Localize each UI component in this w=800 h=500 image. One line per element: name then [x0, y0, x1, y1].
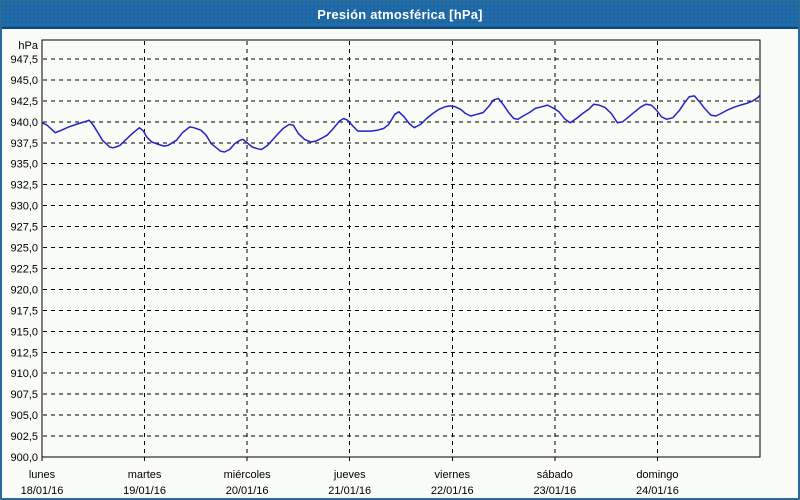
y-tick-label: 942,5 — [10, 96, 38, 108]
y-axis-unit-label: hPa — [18, 40, 38, 52]
y-tick-label: 917,5 — [10, 305, 38, 317]
y-tick-label: 920,0 — [10, 284, 38, 296]
x-axis-date-label: 19/01/16 — [123, 485, 166, 497]
y-tick-label: 902,5 — [10, 431, 38, 443]
x-axis-day-label: jueves — [333, 469, 366, 481]
x-axis-day-label: domingo — [636, 469, 678, 481]
y-tick-label: 915,0 — [10, 326, 38, 338]
y-tick-label: 930,0 — [10, 201, 38, 213]
plot-border — [41, 39, 761, 458]
x-axis-day-label: martes — [128, 469, 162, 481]
x-axis-date-label: 18/01/16 — [21, 485, 64, 497]
y-tick-label: 905,0 — [10, 410, 38, 422]
x-axis-date-label: 23/01/16 — [533, 485, 576, 497]
y-tick-label: 932,5 — [10, 180, 38, 192]
pressure-line — [41, 94, 761, 153]
y-tick-label: 927,5 — [10, 222, 38, 234]
y-tick-label: 907,5 — [10, 389, 38, 401]
pressure-chart-canvas: 947,5 945,0 942,5 940,0 937,5 935,0 932,5 930,0… — [10, 39, 761, 497]
y-tick-label: 922,5 — [10, 263, 38, 275]
x-axis-day-label: miércoles — [224, 469, 272, 481]
y-tick-label: 925,0 — [10, 243, 38, 255]
y-tick-label: 940,0 — [10, 117, 38, 129]
y-tick-label: 912,5 — [10, 347, 38, 359]
y-tick-label: 945,0 — [10, 75, 38, 87]
y-tick-label: 935,0 — [10, 159, 38, 171]
x-axis-day-label: viernes — [435, 469, 471, 481]
x-axis-date-label: 21/01/16 — [328, 485, 371, 497]
window-title: Presión atmosférica [hPa] — [317, 7, 483, 22]
y-tick-label: 937,5 — [10, 138, 38, 150]
x-axis-date-label: 20/01/16 — [226, 485, 269, 497]
x-axis-date-label: 22/01/16 — [431, 485, 474, 497]
x-axis-day-label: lunes — [29, 469, 56, 481]
y-tick-label: 947,5 — [10, 54, 38, 66]
y-tick-label: 910,0 — [10, 368, 38, 380]
x-axis-date-label: 24/01/16 — [636, 485, 679, 497]
y-tick-label: 900,0 — [10, 452, 38, 464]
title-bar: Presión atmosférica [hPa] — [2, 2, 798, 29]
x-axis-day-label: sábado — [537, 469, 573, 481]
